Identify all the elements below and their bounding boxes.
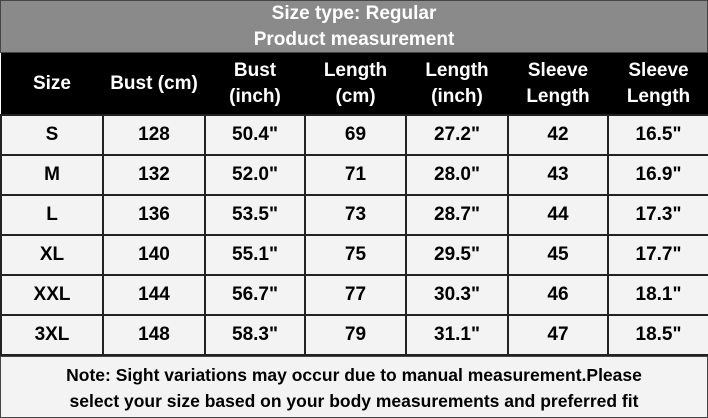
table-cell: 77	[304, 274, 407, 316]
table-cell: 73	[304, 194, 407, 236]
table-cell: 27.2"	[405, 114, 509, 156]
table-cell: 75	[304, 234, 407, 276]
table-row: M 132 52.0" 71 28.0" 43 16.9"	[0, 154, 708, 196]
table-cell: 17.7"	[607, 234, 708, 276]
table-cell: 79	[304, 314, 407, 356]
table-cell: M	[0, 154, 104, 196]
table-cell: 44	[507, 194, 609, 236]
table-cell: 50.4"	[204, 114, 306, 156]
table-cell: 43	[507, 154, 609, 196]
subtitle: Product measurement	[253, 29, 455, 50]
column-header: Length (inch)	[405, 53, 509, 116]
table-cell: L	[0, 194, 104, 236]
table-row: S 128 50.4" 69 27.2" 42 16.5"	[0, 114, 708, 156]
table-cell: S	[0, 114, 104, 156]
table-cell: 132	[102, 154, 206, 196]
column-header: Bust (cm)	[102, 53, 206, 116]
table-cell: 53.5"	[204, 194, 306, 236]
table-cell: 17.3"	[607, 194, 708, 236]
title: Size type: Regular	[271, 3, 437, 24]
table-cell: 52.0"	[204, 154, 306, 196]
table-cell: 140	[102, 234, 206, 276]
column-header: Bust (inch)	[204, 53, 306, 116]
table-cell: 16.9"	[607, 154, 708, 196]
table-cell: 71	[304, 154, 407, 196]
table-cell: 58.3"	[204, 314, 306, 356]
table-row: XL 140 55.1" 75 29.5" 45 17.7"	[0, 234, 708, 276]
table-cell: XXL	[0, 274, 104, 316]
table-cell: 136	[102, 194, 206, 236]
table-cell: 45	[507, 234, 609, 276]
table-cell: 3XL	[0, 314, 104, 356]
table-cell: 144	[102, 274, 206, 316]
table-cell: 30.3"	[405, 274, 509, 316]
table-cell: 29.5"	[405, 234, 509, 276]
table-row: L 136 53.5" 73 28.7" 44 17.3"	[0, 194, 708, 236]
table-cell: 56.7"	[204, 274, 306, 316]
table-cell: 148	[102, 314, 206, 356]
table-cell: 18.5"	[607, 314, 708, 356]
table-cell: 47	[507, 314, 609, 356]
table-cell: 31.1"	[405, 314, 509, 356]
table: Size Bust (cm) Bust (inch) Length (cm) Lengt…	[0, 53, 708, 356]
table-cell: 55.1"	[204, 234, 306, 276]
column-header: Sleeve Length	[607, 53, 708, 116]
table-cell: 16.5"	[607, 114, 708, 156]
table-cell: 69	[304, 114, 407, 156]
column-header: Length (cm)	[304, 53, 407, 116]
column-header: Sleeve Length	[507, 53, 609, 116]
table-row: XXL 144 56.7" 77 30.3" 46 18.1"	[0, 274, 708, 316]
table-cell: 42	[507, 114, 609, 156]
table-row: 3XL 148 58.3" 79 31.1" 47 18.5"	[0, 314, 708, 356]
column-header: Size	[0, 53, 104, 116]
table-cell: 28.0"	[405, 154, 509, 196]
table-body: S 128 50.4" 69 27.2" 42 16.5" M 132 52.0" 71 28.0" 4…	[0, 114, 708, 356]
header-row: Size Bust (cm) Bust (inch) Length (cm) Lengt…	[0, 53, 708, 116]
table-cell: 28.7"	[405, 194, 509, 236]
table-cell: 46	[507, 274, 609, 316]
header: Size type: Regular Product measurement	[0, 0, 708, 53]
note: Note: Sight variations may occur due to …	[0, 356, 708, 418]
table-cell: 18.1"	[607, 274, 708, 316]
table-cell: XL	[0, 234, 104, 276]
table-cell: 128	[102, 114, 206, 156]
